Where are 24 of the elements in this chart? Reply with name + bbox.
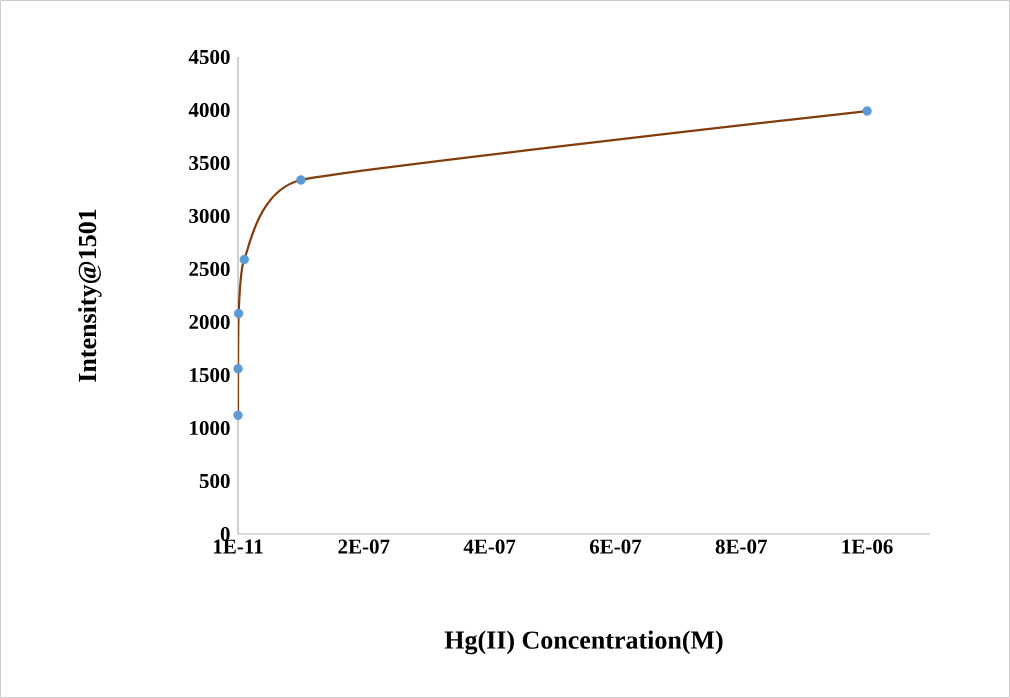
y-tick-label: 2500 xyxy=(189,261,230,277)
point xyxy=(233,363,243,374)
x-tick-label: 2E-07 xyxy=(338,539,390,554)
x-tick-label: 4E-07 xyxy=(463,539,516,554)
x-tick-label: 1E-06 xyxy=(842,539,893,554)
y-tick-label: 3000 xyxy=(189,208,230,224)
y-tick-label: 3500 xyxy=(189,155,230,171)
y-tick-label: 4500 xyxy=(188,49,230,65)
point xyxy=(239,254,249,265)
point xyxy=(233,308,244,319)
y-tick-label: 1000 xyxy=(190,420,230,436)
point xyxy=(296,175,306,185)
point xyxy=(233,410,243,420)
x-tick-label: 6E-07 xyxy=(589,539,642,554)
x-tick-label: 1E-11 xyxy=(214,539,263,554)
x-axis-title: Hg(II) Concentration(M) xyxy=(444,630,723,655)
y-tick-label: 2000 xyxy=(189,314,230,330)
y-axis-title: Intensity@1501 xyxy=(77,209,102,382)
x-tick-label: 8E-07 xyxy=(715,539,768,554)
point xyxy=(862,106,872,116)
y-tick-label: 1500 xyxy=(190,367,230,383)
y-tick-label: 4000 xyxy=(188,102,230,118)
y-tick-label: 0 xyxy=(220,526,230,542)
y-tick-label: 500 xyxy=(199,473,230,489)
